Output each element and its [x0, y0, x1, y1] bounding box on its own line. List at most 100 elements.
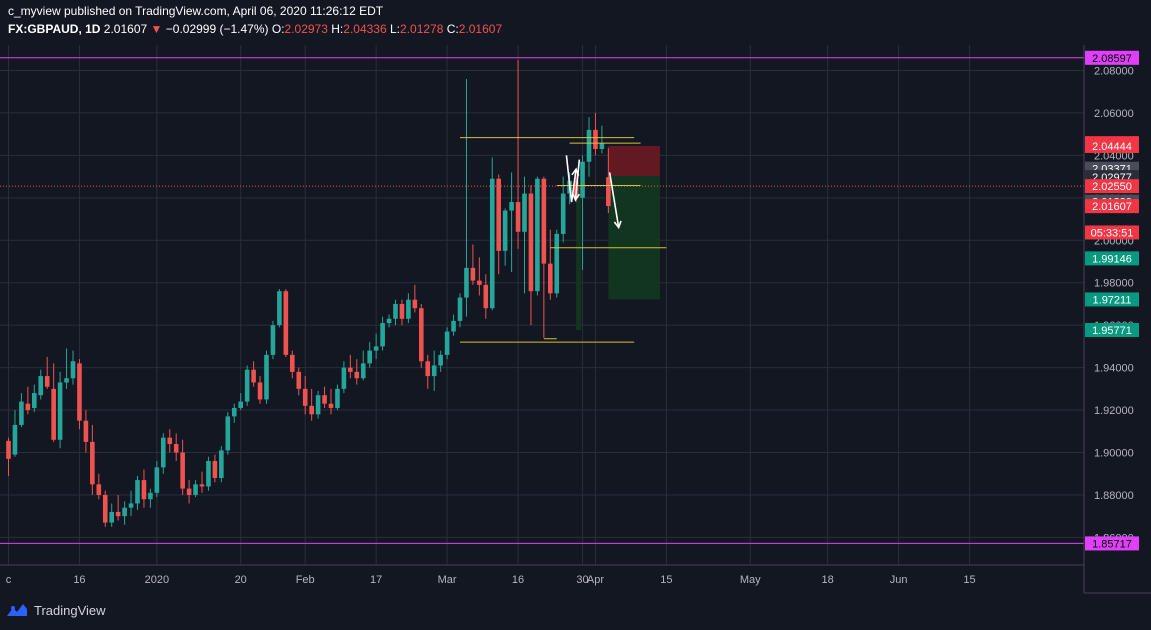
- candle-body[interactable]: [122, 507, 127, 517]
- candle-body[interactable]: [419, 308, 424, 362]
- candle-body[interactable]: [406, 299, 411, 319]
- candle-body[interactable]: [522, 193, 527, 232]
- candle-body[interactable]: [470, 267, 476, 281]
- candle-body[interactable]: [193, 484, 198, 495]
- candle-body[interactable]: [167, 437, 173, 445]
- candle-body[interactable]: [6, 440, 11, 459]
- candle-body[interactable]: [560, 193, 566, 234]
- candle-body[interactable]: [77, 363, 82, 421]
- candle-body[interactable]: [341, 367, 347, 389]
- candle-body[interactable]: [489, 178, 495, 309]
- candle-body[interactable]: [444, 331, 450, 355]
- candle-body[interactable]: [64, 378, 69, 383]
- candle-body[interactable]: [528, 193, 534, 292]
- candle-body[interactable]: [554, 233, 560, 294]
- candle-body[interactable]: [90, 441, 95, 485]
- candle-body[interactable]: [464, 267, 469, 298]
- trend-segments[interactable]: [460, 137, 667, 343]
- price-axis-background[interactable]: [1084, 45, 1151, 593]
- candle-body[interactable]: [283, 291, 289, 355]
- candle-body[interactable]: [451, 320, 456, 332]
- candle-body[interactable]: [541, 178, 547, 264]
- candle-body[interactable]: [483, 284, 489, 309]
- candle-body[interactable]: [135, 480, 140, 504]
- candle-body[interactable]: [25, 403, 31, 411]
- candles[interactable]: [6, 59, 611, 527]
- candle-body[interactable]: [238, 401, 243, 408]
- candle-body[interactable]: [348, 367, 353, 372]
- arrow-line[interactable]: [608, 172, 620, 228]
- candle-body[interactable]: [277, 291, 282, 326]
- candle-body[interactable]: [386, 318, 392, 324]
- candle-body[interactable]: [580, 161, 585, 198]
- candle-body[interactable]: [212, 461, 218, 478]
- candle-body[interactable]: [180, 452, 185, 489]
- candle-body[interactable]: [251, 369, 256, 383]
- candle-body[interactable]: [373, 346, 379, 351]
- candle-body[interactable]: [199, 484, 205, 487]
- candle-body[interactable]: [19, 401, 24, 425]
- candle-body[interactable]: [535, 178, 540, 292]
- candle-body[interactable]: [296, 371, 302, 389]
- candle-body[interactable]: [425, 361, 431, 377]
- candle-body[interactable]: [302, 388, 308, 406]
- candle-body[interactable]: [393, 303, 398, 319]
- candle-body[interactable]: [354, 371, 360, 379]
- candle-body[interactable]: [219, 450, 224, 478]
- candle-body[interactable]: [44, 376, 50, 387]
- candle-body[interactable]: [109, 511, 114, 523]
- candle-body[interactable]: [438, 354, 443, 366]
- candle-body[interactable]: [32, 393, 37, 408]
- candle-body[interactable]: [206, 461, 211, 487]
- candle-body[interactable]: [96, 484, 102, 495]
- candle-body[interactable]: [380, 323, 385, 347]
- candle-body[interactable]: [496, 178, 501, 251]
- candle-body[interactable]: [335, 388, 340, 408]
- candle-body[interactable]: [102, 494, 108, 523]
- candle-body[interactable]: [270, 325, 276, 355]
- candle-body[interactable]: [83, 420, 89, 442]
- arrow-line[interactable]: [565, 155, 577, 203]
- candle-body[interactable]: [367, 350, 372, 364]
- candle-body[interactable]: [599, 143, 605, 149]
- candle-body[interactable]: [315, 395, 321, 415]
- candle-body[interactable]: [360, 363, 366, 379]
- candle-body[interactable]: [431, 365, 437, 377]
- candle-body[interactable]: [225, 416, 231, 451]
- candle-body[interactable]: [161, 437, 166, 468]
- candle-body[interactable]: [509, 202, 514, 211]
- candle-body[interactable]: [244, 369, 250, 402]
- candle-body[interactable]: [57, 382, 63, 440]
- candle-body[interactable]: [51, 388, 56, 440]
- candle-body[interactable]: [231, 407, 237, 417]
- candle-body[interactable]: [457, 297, 463, 321]
- candle-body[interactable]: [186, 488, 192, 495]
- horizontal-lines[interactable]: [0, 57, 1084, 544]
- candle-body[interactable]: [148, 492, 153, 500]
- candle-body[interactable]: [328, 403, 334, 408]
- candle-body[interactable]: [606, 177, 611, 207]
- candle-body[interactable]: [173, 444, 179, 453]
- arrow-drawings[interactable]: [565, 155, 622, 230]
- candle-body[interactable]: [477, 280, 482, 285]
- candle-body[interactable]: [141, 480, 147, 500]
- candle-body[interactable]: [38, 376, 44, 396]
- candle-body[interactable]: [264, 354, 269, 400]
- candle-body[interactable]: [399, 303, 405, 319]
- candle-body[interactable]: [12, 424, 18, 455]
- candle-body[interactable]: [502, 210, 508, 251]
- candle-body[interactable]: [154, 467, 160, 493]
- candle-body[interactable]: [115, 511, 121, 517]
- candle-body[interactable]: [290, 354, 295, 372]
- candle-body[interactable]: [586, 129, 592, 162]
- candle-body[interactable]: [128, 503, 134, 508]
- candle-body[interactable]: [515, 202, 521, 232]
- candle-body[interactable]: [412, 299, 418, 309]
- candle-body[interactable]: [593, 129, 598, 149]
- candle-body[interactable]: [322, 395, 327, 404]
- candle-body[interactable]: [309, 405, 314, 415]
- candle-body[interactable]: [548, 263, 553, 294]
- candle-body[interactable]: [70, 361, 76, 379]
